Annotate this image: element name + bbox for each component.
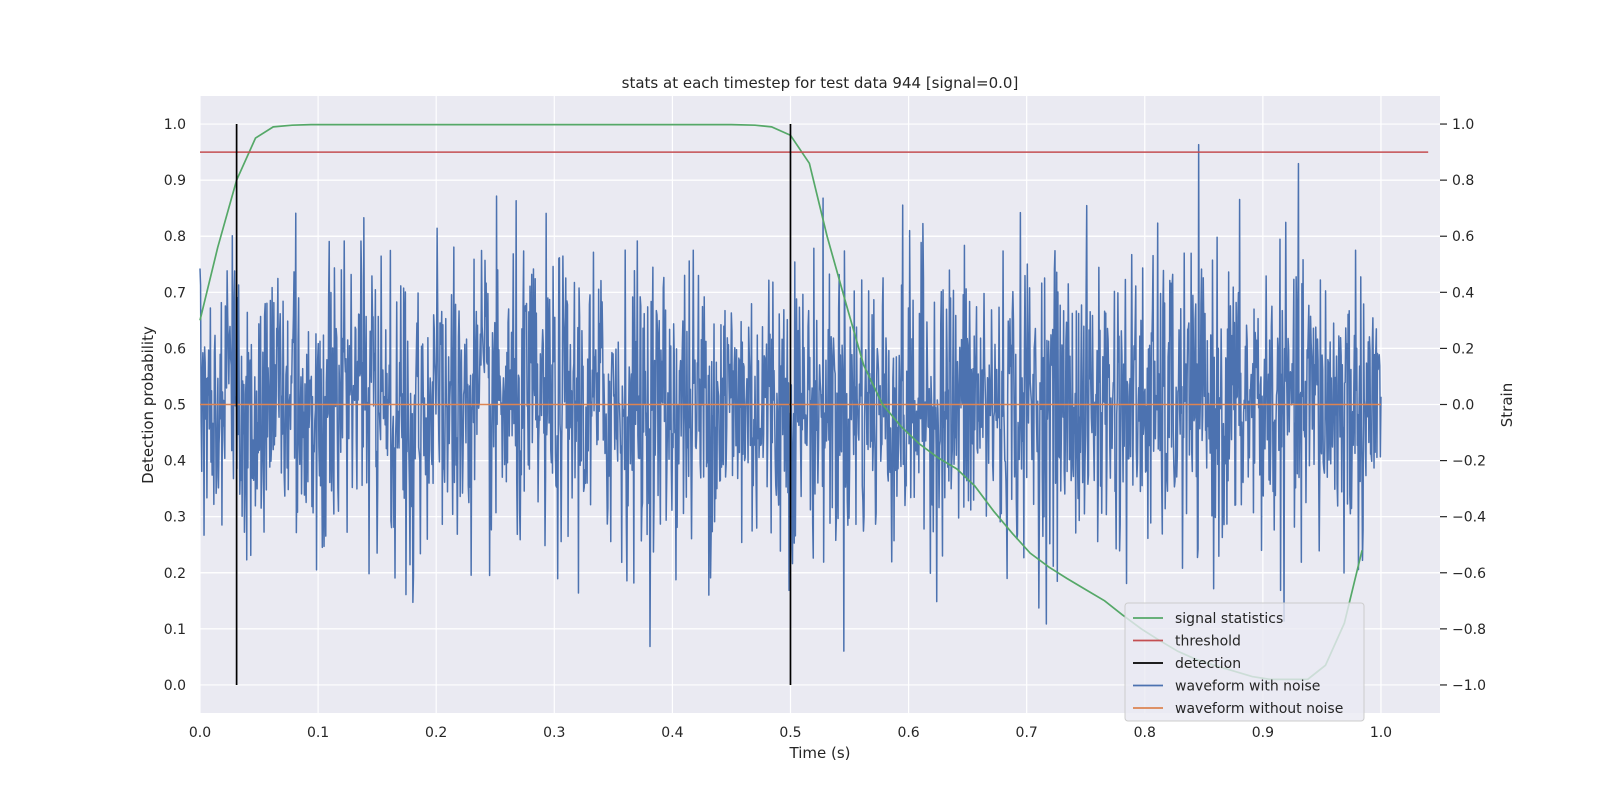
legend-label: detection [1175,656,1241,672]
y2-tick-label: 1.0 [1452,117,1474,133]
x-tick-label: 0.2 [425,725,447,741]
legend-box [1124,602,1365,722]
y-tick-label: 0.7 [164,285,186,301]
y-tick-label: 0.1 [164,622,186,638]
y-axis-left-ticks: 0.0 0.1 0.2 0.3 0.4 0.5 0.6 0.7 0.8 0.9 1.0 [164,117,186,694]
y2-tick-label: 0.4 [1452,285,1474,301]
y-tick-label: 0.0 [164,678,186,694]
y2-tick-label: 0.6 [1452,229,1474,245]
y2-tick-label: −0.2 [1452,454,1486,470]
legend-label: signal statistics [1175,611,1283,627]
y-axis-right-ticks: −1.0 −0.8 −0.6 −0.4 −0.2 0.0 0.2 0.4 0.6 0.8 1.0 [1440,117,1486,694]
legend-label: threshold [1175,634,1241,650]
x-tick-label: 0.7 [1016,725,1038,741]
x-tick-label: 0.4 [661,725,683,741]
y2-axis-label: Strain [1498,383,1516,427]
x-tick-label: 0.0 [189,725,211,741]
y2-tick-label: −1.0 [1452,678,1486,694]
x-tick-label: 0.9 [1252,725,1274,741]
legend: signal statistics threshold detection wavef… [1124,602,1365,722]
series-detection [235,124,792,685]
chart-title: stats at each timestep for test data 944… [622,74,1019,92]
legend-label: waveform without noise [1175,701,1343,717]
x-tick-label: 0.3 [543,725,565,741]
x-tick-label: 0.1 [307,725,329,741]
y-tick-label: 0.8 [164,229,186,245]
x-tick-label: 1.0 [1370,725,1392,741]
y2-tick-label: 0.8 [1452,173,1474,189]
y2-tick-label: −0.8 [1452,622,1486,638]
y2-tick-label: 0.0 [1452,398,1474,414]
x-tick-label: 0.8 [1134,725,1156,741]
x-axis-label: Time (s) [789,744,851,762]
y-tick-label: 0.2 [164,566,186,582]
y-tick-label: 0.4 [164,454,186,470]
y-axis-label: Detection probability [139,326,157,484]
y2-tick-label: −0.4 [1452,510,1486,526]
x-axis-ticks: 0.0 0.1 0.2 0.3 0.4 0.5 0.6 0.7 0.8 0.9 1.0 [189,725,1392,741]
y2-tick-label: −0.6 [1452,566,1486,582]
y-tick-label: 1.0 [164,117,186,133]
y2-tick-label: 0.2 [1452,341,1474,357]
y-tick-label: 0.6 [164,341,186,357]
y-tick-label: 0.5 [164,398,186,414]
y-tick-label: 0.9 [164,173,186,189]
x-tick-label: 0.6 [897,725,919,741]
y-tick-label: 0.3 [164,510,186,526]
legend-label: waveform with noise [1175,679,1320,695]
x-tick-label: 0.5 [779,725,801,741]
